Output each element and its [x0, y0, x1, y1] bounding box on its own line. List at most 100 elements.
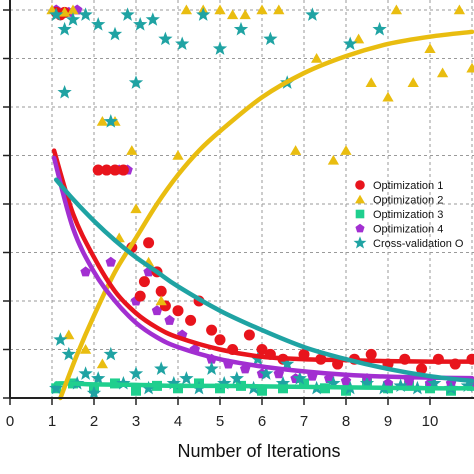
data-point-square [341, 385, 351, 396]
data-point-pentagon [164, 314, 175, 325]
legend-label: Cross-validation O [373, 238, 464, 250]
data-point-triangle [310, 53, 323, 63]
data-point-square [173, 383, 183, 394]
data-point-circle [214, 334, 226, 346]
data-point-star [154, 361, 169, 375]
data-point-triangle [340, 145, 352, 155]
data-point-star [78, 366, 93, 380]
x-tick-label: 1 [48, 413, 56, 430]
x-tick-label: 5 [216, 413, 224, 430]
data-point-star [61, 346, 76, 361]
data-point-triangle [67, 4, 79, 15]
data-point-star [179, 371, 194, 385]
data-point-star [91, 371, 106, 385]
data-point-circle [109, 164, 121, 176]
data-point-star [217, 375, 232, 390]
data-point-star [229, 371, 244, 385]
data-point-triangle [466, 62, 474, 73]
data-point-triangle [273, 4, 285, 15]
x-tick-label: 4 [174, 413, 182, 430]
y-axis-ticks [3, 9, 10, 399]
data-point-star [326, 375, 341, 390]
data-point-circle [256, 344, 268, 355]
data-point-triangle [239, 9, 251, 20]
data-point-triangle [96, 116, 109, 126]
legend-marker [355, 223, 365, 233]
data-point-triangle [365, 77, 377, 87]
data-point-star [128, 366, 144, 380]
data-point-triangle [436, 67, 449, 78]
data-point-star [393, 378, 408, 392]
data-point-triangle [256, 4, 268, 15]
data-point-star [128, 75, 144, 89]
data-point-star [103, 346, 118, 361]
x-tick-label: 6 [258, 413, 266, 430]
axes [9, 0, 474, 399]
data-point-star [53, 332, 68, 346]
data-point-star [175, 36, 190, 51]
data-point-circle [243, 329, 255, 341]
data-point-star [166, 375, 181, 390]
data-point-star [91, 17, 106, 31]
data-point-pentagon [80, 266, 91, 277]
x-axis-ticks: 0 1 2 3 4 5 6 7 8 9 10 [6, 398, 438, 430]
data-point-circle [155, 285, 167, 297]
data-point-star [158, 31, 173, 46]
legend-label: Optimization 4 [373, 224, 443, 236]
data-point-triangle [352, 33, 365, 44]
data-point-star [107, 26, 123, 41]
data-point-star [57, 21, 72, 36]
data-point-circle [172, 305, 184, 317]
data-point-star [212, 41, 228, 55]
data-point-star [259, 366, 274, 380]
x-tick-label: 2 [90, 413, 98, 430]
fit-curve [51, 148, 474, 364]
data-point-pentagon [105, 256, 117, 267]
fit-curve [51, 155, 474, 381]
legend-label: Optimization 1 [373, 180, 443, 192]
x-tick-label: 0 [6, 413, 14, 430]
legend-label: Optimization 2 [373, 195, 443, 207]
data-point-square [257, 385, 267, 396]
x-tick-label: 8 [342, 413, 350, 430]
legend-marker [355, 180, 365, 190]
data-point-triangle [96, 358, 109, 369]
data-point-star [280, 356, 295, 371]
data-point-star [196, 7, 211, 21]
data-point-circle [101, 164, 113, 176]
data-point-star [49, 380, 64, 395]
data-point-star [292, 371, 307, 385]
data-point-star [204, 361, 219, 375]
data-point-square [299, 378, 309, 389]
data-point-triangle [63, 329, 75, 340]
legend-marker [353, 236, 367, 249]
data-point-star [133, 17, 148, 31]
data-point-star [275, 375, 291, 390]
data-point-star [343, 36, 358, 51]
data-point-star [65, 12, 81, 26]
data-point-triangle [214, 4, 226, 15]
data-point-star [141, 380, 156, 395]
data-point-triangle [289, 145, 302, 155]
data-point-star [427, 375, 442, 390]
data-point-triangle [424, 43, 436, 54]
data-point-pentagon [340, 375, 352, 386]
data-point-circle [365, 348, 377, 360]
data-point-star [145, 12, 160, 26]
data-point-star [372, 21, 387, 36]
data-point-circle [92, 164, 104, 176]
data-point-triangle [382, 91, 394, 102]
data-point-triangle [172, 150, 184, 160]
data-point-square [131, 385, 141, 396]
data-point-triangle [155, 295, 167, 306]
x-axis-title: Number of Iterations [177, 441, 340, 461]
x-tick-label: 7 [300, 413, 308, 430]
data-point-star [359, 375, 375, 390]
data-point-square [215, 383, 225, 394]
data-point-triangle [453, 4, 466, 15]
data-point-star [305, 7, 320, 21]
legend-marker [355, 209, 365, 219]
data-point-star [103, 114, 118, 128]
data-point-star [233, 21, 249, 36]
data-point-triangle [130, 203, 142, 214]
